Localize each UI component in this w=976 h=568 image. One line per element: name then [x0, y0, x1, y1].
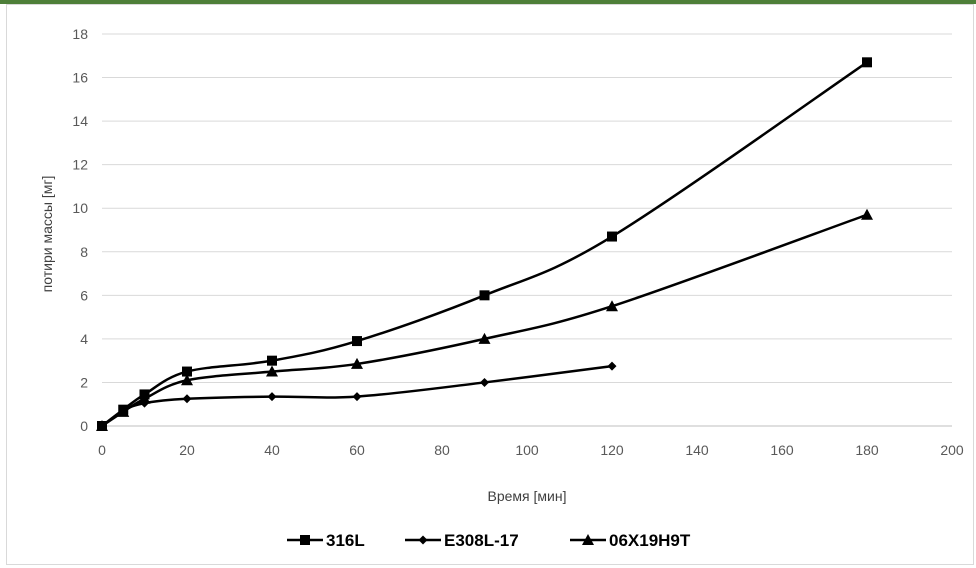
data-point-06x19h9t-180: [861, 208, 873, 220]
x-tick-label-100: 100: [515, 442, 539, 458]
y-tick-label-12: 12: [72, 157, 88, 173]
data-point-316l-40: [267, 355, 277, 366]
x-tick-label-180: 180: [855, 442, 879, 458]
legend-label-316l: 316L: [326, 531, 365, 550]
x-tick-label-60: 60: [349, 442, 365, 458]
y-tick-label-18: 18: [72, 26, 88, 42]
y-tick-label-6: 6: [80, 287, 88, 303]
y-tick-label-2: 2: [80, 374, 88, 390]
x-tick-label-120: 120: [600, 442, 624, 458]
data-point-316l-90: [479, 290, 490, 301]
data-point-06x19h9t-120: [606, 300, 618, 312]
x-tick-label-40: 40: [264, 442, 280, 458]
data-point-316l-120: [607, 231, 617, 242]
x-axis-ticks: 0 20 40 60 80 100 120 140 160 180 200: [98, 442, 964, 458]
top-border-strip: [0, 0, 976, 4]
data-point-e308l-17-20: [182, 394, 192, 404]
data-point-316l-20: [182, 366, 192, 377]
y-tick-label-14: 14: [72, 113, 88, 129]
x-tick-label-20: 20: [179, 442, 195, 458]
y-tick-label-10: 10: [72, 200, 88, 216]
x-tick-label-80: 80: [434, 442, 450, 458]
x-tick-label-140: 140: [685, 442, 709, 458]
x-tick-label-0: 0: [98, 442, 106, 458]
data-point-e308l-17-60: [352, 392, 362, 402]
data-point-e308l-17-90: [480, 377, 489, 387]
y-tick-label-8: 8: [80, 244, 88, 260]
data-point-06x19h9t-60: [351, 357, 363, 369]
series-lines: [96, 57, 873, 431]
data-point-e308l-17-40: [267, 392, 277, 402]
data-point-316l-60: [352, 336, 362, 347]
gridlines: [102, 33, 952, 427]
data-point-06x19h9t-5: [117, 405, 130, 417]
legend-marker-316l: [300, 535, 310, 545]
data-point-e308l-17-120: [607, 361, 617, 371]
data-point-06x19h9t-0: [96, 420, 108, 431]
x-axis-title: Время [мин]: [488, 488, 567, 504]
data-point-06x19h9t-10: [138, 392, 151, 404]
data-point-06x19h9t-20: [181, 374, 193, 386]
chart-frame: [6, 4, 974, 565]
y-tick-label-16: 16: [72, 70, 88, 86]
y-axis-ticks: 0 2 4 6 8 10 12 14 16 18: [72, 26, 88, 434]
data-point-06x19h9t-90: [478, 332, 491, 344]
data-point-316l-180: [862, 57, 872, 68]
legend: 316L E308L-17 06X19H9T: [287, 531, 691, 550]
y-tick-label-0: 0: [80, 418, 88, 434]
x-tick-label-200: 200: [940, 442, 964, 458]
legend-marker-e308l-17: [418, 535, 428, 545]
y-axis-title: потири массы [мг]: [39, 176, 55, 293]
data-point-06x19h9t-40: [266, 365, 278, 377]
legend-label-e308l-17: E308L-17: [444, 531, 519, 550]
legend-marker-06x19h9t: [582, 534, 594, 545]
x-tick-label-160: 160: [770, 442, 794, 458]
series-line-06x19h9t: [101, 213, 868, 428]
y-tick-label-4: 4: [80, 331, 88, 347]
legend-label-06x19h9t: 06X19H9T: [609, 531, 691, 550]
series-line-316l: [101, 61, 868, 427]
